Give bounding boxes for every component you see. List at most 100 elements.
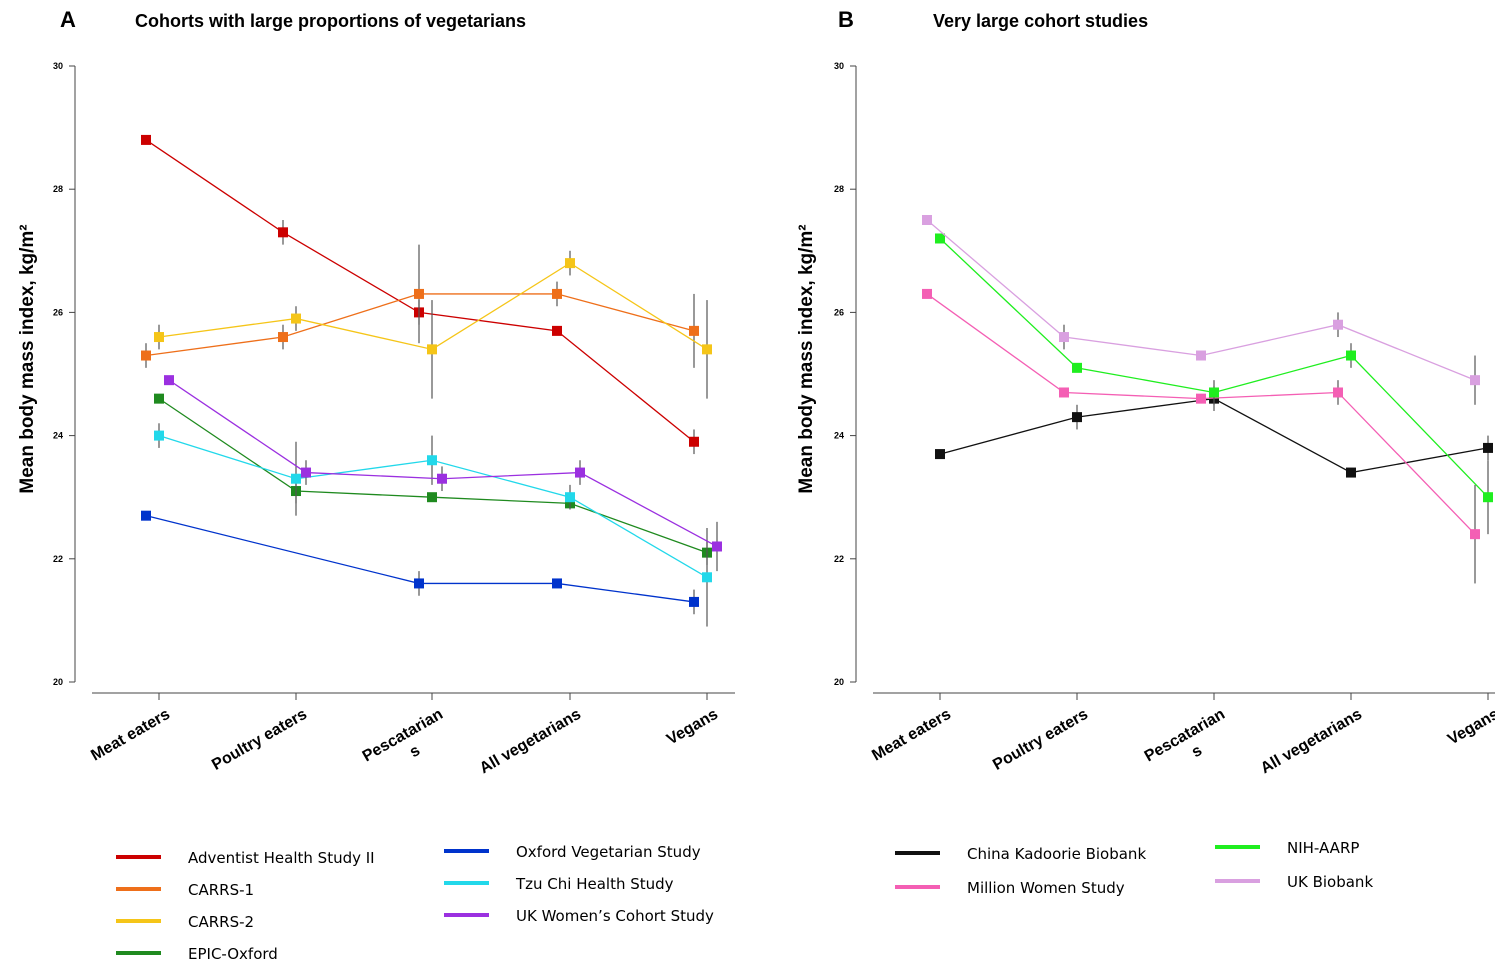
data-point (414, 288, 424, 299)
data-point (1346, 350, 1356, 361)
data-point (301, 467, 311, 478)
y-tick-label: 26 (834, 307, 844, 317)
data-point (1196, 350, 1206, 361)
legend-label: EPIC-Oxford (188, 945, 278, 963)
legend-label: NIH-AARP (1287, 839, 1359, 857)
series-tzu-chi-health-study (154, 423, 712, 627)
y-tick-label: 30 (53, 61, 63, 71)
x-tick-label-line: All vegetarians (477, 706, 584, 778)
data-point (552, 288, 562, 299)
legend-label: Million Women Study (967, 879, 1125, 897)
x-tick-label-line: Pescatarian (360, 706, 446, 766)
data-point (1470, 529, 1480, 540)
y-tick-label: 22 (53, 554, 63, 564)
legend-label: UK Biobank (1287, 873, 1373, 891)
y-tick-label: 24 (53, 431, 63, 441)
data-point (141, 510, 151, 521)
legend-label: China Kadoorie Biobank (967, 845, 1146, 863)
data-point (922, 288, 932, 299)
data-point (141, 134, 151, 145)
data-point (702, 572, 712, 583)
data-point (414, 578, 424, 589)
data-point (712, 541, 722, 552)
panel-letter: A (60, 7, 76, 32)
data-point (278, 332, 288, 343)
legend: China Kadoorie Biobank Million Women Stud… (895, 839, 1373, 897)
legend-label: CARRS-2 (188, 913, 254, 931)
x-tick-label: Pescatarians (1142, 706, 1238, 783)
data-point (689, 436, 699, 447)
series-line (158, 262, 708, 351)
x-tick-label-line: Vegans (664, 706, 721, 749)
x-tick-label: Poultry eaters (209, 706, 310, 774)
data-point (1059, 332, 1069, 343)
legend-label: CARRS-1 (188, 881, 254, 899)
panel-letter: B (838, 7, 854, 32)
x-tick-label: Poultry eaters (990, 706, 1091, 774)
series-carrs-2 (154, 250, 712, 399)
legend: Adventist Health Study II CARRS-1 CARRS-2 E… (116, 843, 714, 963)
data-point (1483, 492, 1493, 503)
data-point (1333, 387, 1343, 398)
y-axis-label: Mean body mass index, kg/m² (796, 224, 817, 493)
series-nih-aarp (935, 233, 1493, 535)
data-point (552, 578, 562, 589)
series-line (145, 515, 695, 603)
data-point (1196, 393, 1206, 404)
x-tick-label-line: Vegans (1445, 706, 1495, 749)
x-tick-label-line: All vegetarians (1258, 706, 1365, 778)
chart-title: Very large cohort studies (933, 11, 1148, 31)
x-tick-label: Vegans (664, 706, 721, 749)
data-point (154, 332, 164, 343)
data-point (278, 227, 288, 238)
x-tick-label-line: s (1189, 742, 1205, 761)
data-point (164, 375, 174, 386)
y-tick-label: 28 (53, 184, 63, 194)
data-point (565, 492, 575, 503)
y-tick-label: 30 (834, 61, 844, 71)
y-axis-label: Mean body mass index, kg/m² (17, 224, 38, 493)
data-point (552, 325, 562, 336)
x-tick-label-line: s (407, 742, 423, 761)
data-point (427, 455, 437, 466)
panel-b: B Very large cohort studies Mean body mass… (796, 7, 1495, 897)
chart-title: Cohorts with large proportions of vegeta… (135, 11, 526, 31)
data-point (689, 596, 699, 607)
data-point (1483, 442, 1493, 453)
data-point (141, 350, 151, 361)
series-million-women-study (922, 288, 1480, 584)
y-tick-label: 20 (53, 677, 63, 687)
x-tick-label-line: Pescatarian (1142, 706, 1228, 766)
panel-a: A Cohorts with large proportions of veget… (17, 7, 735, 963)
series-uk-biobank (922, 215, 1480, 405)
data-point (702, 344, 712, 355)
x-tick-label: Vegans (1445, 706, 1495, 749)
data-point (1059, 387, 1069, 398)
data-point (1346, 467, 1356, 478)
x-tick-label: Pescatarians (360, 706, 456, 783)
y-tick-label: 22 (834, 554, 844, 564)
data-point (437, 473, 447, 484)
x-tick-label: All vegetarians (477, 706, 584, 778)
data-point (935, 449, 945, 460)
data-point (291, 473, 301, 484)
legend-label: UK Women’s Cohort Study (516, 907, 714, 925)
data-point (1209, 387, 1219, 398)
data-point (922, 215, 932, 225)
data-point (935, 233, 945, 244)
data-point (565, 258, 575, 269)
y-tick-label: 24 (834, 431, 844, 441)
data-point (427, 492, 437, 503)
data-point (1333, 319, 1343, 330)
series-epic-oxford (154, 393, 712, 565)
y-tick-label: 26 (53, 307, 63, 317)
legend-label: Oxford Vegetarian Study (516, 843, 701, 861)
data-point (427, 344, 437, 355)
data-point (291, 313, 301, 324)
y-tick-label: 20 (834, 677, 844, 687)
series-line (939, 238, 1489, 498)
series-line (926, 293, 1476, 535)
data-point (1072, 362, 1082, 373)
series-carrs-1 (141, 244, 699, 368)
